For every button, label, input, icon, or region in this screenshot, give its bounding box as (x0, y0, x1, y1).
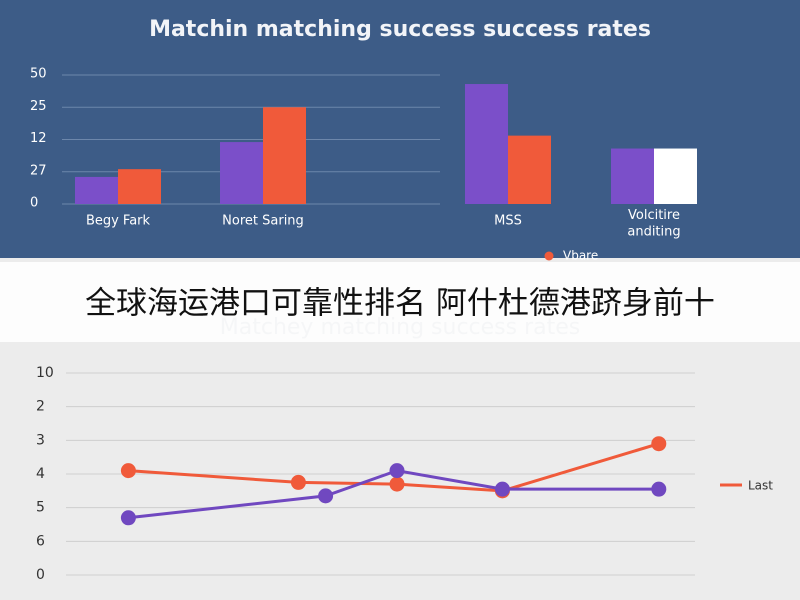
point (389, 463, 405, 479)
chart-title: Matchin matching success success rates (149, 17, 651, 42)
bar (611, 148, 654, 204)
x-tick-label: Begy Fark (86, 214, 151, 229)
bar-chart: Matchin matching success success rates 0 2… (30, 17, 697, 263)
y-tick-label: 0 (30, 196, 38, 211)
point (494, 481, 510, 497)
bar (508, 135, 551, 204)
bar (263, 107, 306, 204)
bar (654, 148, 697, 204)
bar (75, 176, 118, 204)
legend-label: Last (748, 479, 773, 493)
y-tick-label: 4 (36, 466, 45, 482)
point (120, 463, 136, 479)
y-tick-label: 27 (30, 163, 47, 178)
point (651, 481, 667, 497)
bar (118, 169, 161, 204)
legend-swatch (544, 251, 554, 261)
y-tick-label: 50 (30, 67, 47, 82)
point (389, 476, 405, 492)
bar (220, 142, 263, 204)
y-tick-label: 6 (36, 533, 45, 549)
point (290, 474, 306, 490)
y-tick-label: 25 (30, 99, 47, 114)
point (318, 488, 334, 504)
y-tick-label: 0 (36, 567, 45, 583)
point (651, 436, 667, 452)
y-tick-label: 2 (36, 399, 45, 415)
banner-bg (0, 262, 800, 342)
top-panel (0, 0, 800, 258)
banner: 全球海运港口可靠性排名 阿什杜德港跻身前十 (85, 286, 715, 322)
bar (465, 84, 508, 204)
x-tick-label: Noret Saring (222, 214, 304, 229)
x-tick-label: Volcitire anditing (627, 208, 680, 239)
x-tick-label: MSS (494, 214, 522, 229)
y-tick-label: 12 (30, 131, 47, 146)
legend-label: Vbare (563, 249, 598, 263)
point (120, 510, 136, 526)
y-tick-label: 5 (36, 500, 45, 516)
y-tick-label: 10 (36, 365, 54, 381)
y-tick-label: 3 (36, 432, 45, 448)
